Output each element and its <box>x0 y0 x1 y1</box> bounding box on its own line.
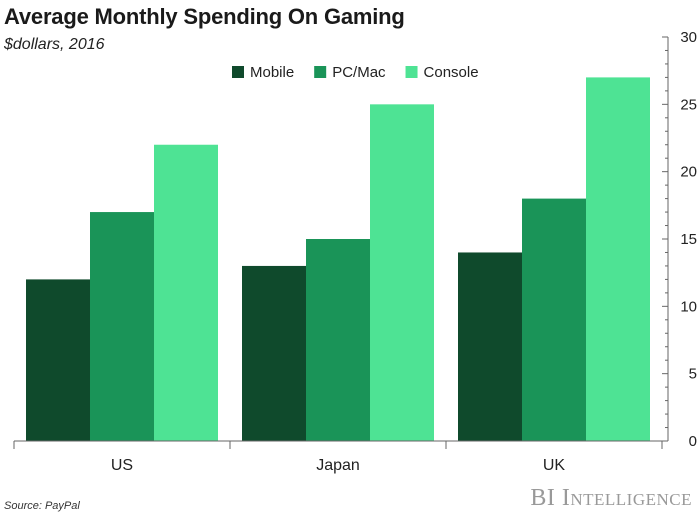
legend-swatch-pc-mac <box>314 66 327 78</box>
bar-mobile-uk <box>458 252 522 441</box>
bar-console-uk <box>586 77 650 442</box>
x-tick-label: UK <box>543 457 566 474</box>
y-tick-label: 15 <box>680 231 697 248</box>
y-tick-label: 20 <box>680 164 697 181</box>
bar-mobile-us <box>26 279 90 441</box>
y-tick-label: 25 <box>680 96 697 113</box>
y-tick-label: 0 <box>689 433 697 450</box>
bar-console-japan <box>370 104 434 441</box>
legend-label-pc-mac: PC/Mac <box>332 64 386 81</box>
legend-label-mobile: Mobile <box>250 64 294 81</box>
chart-subtitle: $dollars, 2016 <box>4 36 105 53</box>
legend-swatch-console <box>405 66 418 78</box>
legend-swatch-mobile <box>232 66 244 78</box>
bar-console-us <box>154 144 218 441</box>
x-tick-label: US <box>111 457 133 474</box>
x-tick-label: Japan <box>316 457 360 474</box>
legend-label-console: Console <box>424 64 479 81</box>
y-tick-label: 5 <box>689 366 697 383</box>
y-tick-label: 10 <box>680 298 697 315</box>
bar-pc-mac-us <box>90 212 154 441</box>
brand-logo: BI Intelligence <box>530 485 692 511</box>
source-note: Source: PayPal <box>4 500 80 512</box>
bar-pc-mac-uk <box>522 198 586 441</box>
bar-pc-mac-japan <box>306 239 370 441</box>
bar-mobile-japan <box>242 265 306 441</box>
y-tick-label: 30 <box>680 29 697 46</box>
chart-title: Average Monthly Spending On Gaming <box>4 4 405 29</box>
